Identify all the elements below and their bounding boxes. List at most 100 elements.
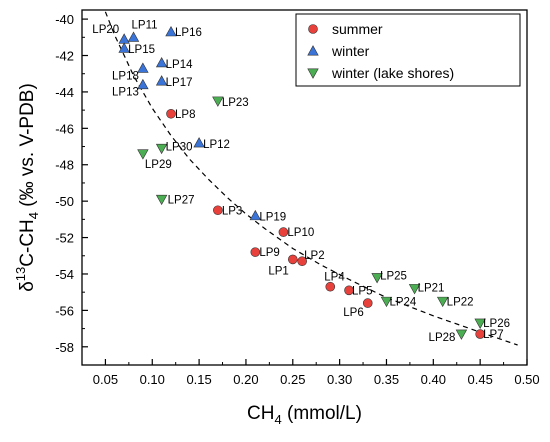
x-tick-label: 0.40 xyxy=(421,372,446,387)
x-tick-label: 0.35 xyxy=(374,372,399,387)
y-tick-label: -50 xyxy=(55,194,74,209)
y-axis-title-sub: 4 xyxy=(26,212,41,219)
point-label: LP21 xyxy=(418,283,445,295)
legend-label: summer xyxy=(332,21,383,37)
legend-marker-2 xyxy=(307,68,319,79)
y-axis-title: δ13C-CH4 (‰ vs. V-PDB) xyxy=(13,83,41,292)
data-points-layer xyxy=(118,26,486,340)
x-tick-label: 0.30 xyxy=(327,372,352,387)
point-label: LP25 xyxy=(380,271,407,283)
data-point-lp30 xyxy=(155,143,168,155)
point-label: LP30 xyxy=(166,141,193,153)
point-label: LP18 xyxy=(112,70,139,82)
legend-items: summer winter winter (lake shores) xyxy=(307,21,454,81)
point-label: LP5 xyxy=(352,285,372,297)
point-label: LP12 xyxy=(203,139,230,151)
y-tick-label: -58 xyxy=(55,340,74,355)
x-axis-title-main: CH xyxy=(247,403,274,424)
point-label: LP1 xyxy=(268,265,288,277)
point-label: LP28 xyxy=(429,332,456,344)
legend-marker-1 xyxy=(307,45,319,56)
point-label: LP7 xyxy=(483,329,503,341)
point-label: LP9 xyxy=(259,247,279,259)
data-point-lp9 xyxy=(250,247,261,257)
y-axis-title-mid: C-CH xyxy=(17,219,38,267)
data-point-lp12 xyxy=(193,137,205,148)
data-point-lp2 xyxy=(297,256,307,267)
point-label: LP27 xyxy=(168,194,195,206)
x-tick-label: 0.45 xyxy=(468,372,493,387)
data-point-lp24 xyxy=(380,296,393,308)
y-tick-label: -56 xyxy=(55,303,74,318)
data-point-lp17 xyxy=(155,75,168,86)
point-label: LP22 xyxy=(447,296,474,308)
data-point-lp22 xyxy=(436,296,449,308)
x-tick-label: 0.20 xyxy=(233,372,258,387)
data-point-lp4 xyxy=(325,281,336,292)
data-point-lp20 xyxy=(118,33,130,44)
point-label: LP26 xyxy=(483,318,510,330)
data-point-lp10 xyxy=(278,227,289,237)
data-point-lp25 xyxy=(371,273,383,284)
data-point-lp6 xyxy=(362,298,373,308)
point-label: LP3 xyxy=(222,205,242,217)
data-point-lp13 xyxy=(137,78,149,90)
y-axis-title-sup: 13 xyxy=(13,267,28,281)
data-point-lp29 xyxy=(137,149,149,160)
x-axis-title-unit: (mmol/L) xyxy=(282,403,362,424)
legend: summer winter winter (lake shores) xyxy=(295,13,521,87)
data-point-lp1 xyxy=(287,254,298,265)
axis-ticks-layer: 0.05 0.10 0.15 0.20 0.25 0.30 0.35 0.40 0.45 0.50… xyxy=(55,12,539,387)
data-point-lp26 xyxy=(474,318,486,329)
data-point-lp3 xyxy=(213,205,223,216)
y-axis-title-unit: (‰ vs. V-PDB) xyxy=(17,83,38,212)
point-label: LP29 xyxy=(145,159,172,171)
y-tick-label: -52 xyxy=(55,231,74,246)
point-label: LP13 xyxy=(112,87,139,99)
y-tick-label: -54 xyxy=(55,267,74,282)
x-axis-title-sub: 4 xyxy=(274,412,281,427)
point-label: LP17 xyxy=(166,77,193,89)
point-label: LP8 xyxy=(175,109,195,121)
y-tick-label: -40 xyxy=(55,12,74,27)
data-point-lp16 xyxy=(165,26,177,37)
legend-box xyxy=(295,13,521,87)
point-label: LP15 xyxy=(128,44,155,56)
data-point-lp7 xyxy=(475,329,485,339)
x-tick-label: 0.10 xyxy=(140,372,165,387)
data-point-lp21 xyxy=(408,284,421,295)
point-label: LP14 xyxy=(166,59,193,71)
legend-marker-0 xyxy=(308,24,318,34)
point-label: LP10 xyxy=(287,227,314,239)
y-tick-label: -42 xyxy=(55,49,74,64)
point-label: LP4 xyxy=(324,272,345,284)
data-point-lp14 xyxy=(155,56,168,68)
y-tick-label: -48 xyxy=(55,158,74,173)
legend-label: winter (lake shores) xyxy=(331,65,454,81)
data-point-lp18 xyxy=(137,62,149,73)
point-label: LP24 xyxy=(389,296,416,308)
x-tick-label: 0.05 xyxy=(93,372,118,387)
point-label: LP11 xyxy=(132,19,158,31)
point-label: LP23 xyxy=(222,97,249,109)
x-tick-label: 0.50 xyxy=(514,372,539,387)
point-label: LP20 xyxy=(92,24,119,36)
y-tick-label: -46 xyxy=(55,121,74,136)
data-point-lp15 xyxy=(118,42,130,53)
point-label: LP6 xyxy=(343,307,363,319)
data-point-lp8 xyxy=(166,108,176,119)
data-point-lp19 xyxy=(249,209,262,221)
point-label: LP2 xyxy=(304,250,324,262)
point-label: LP19 xyxy=(259,212,286,224)
point-label: LP16 xyxy=(175,27,202,39)
data-point-lp11 xyxy=(127,31,140,42)
x-axis-title: CH4 (mmol/L) xyxy=(247,403,362,427)
legend-label: winter xyxy=(331,43,370,59)
data-point-lp27 xyxy=(155,194,168,206)
data-point-lp28 xyxy=(455,329,468,340)
data-point-lp23 xyxy=(212,96,224,107)
x-tick-label: 0.25 xyxy=(280,372,305,387)
x-tick-label: 0.15 xyxy=(186,372,211,387)
